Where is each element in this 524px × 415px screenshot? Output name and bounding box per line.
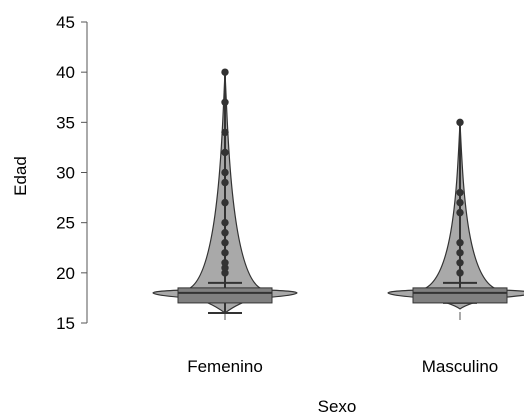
data-point (221, 148, 229, 157)
data-point (221, 229, 229, 237)
y-tick-label: 45 (56, 13, 75, 32)
plot-area (152, 68, 524, 314)
y-tick-label: 35 (56, 113, 75, 132)
data-point (221, 68, 229, 76)
x-axis: Femenino Masculino (187, 312, 498, 376)
data-point (221, 178, 229, 187)
violin-shape (387, 122, 524, 310)
y-axis-title: Edad (11, 156, 30, 196)
y-tick-label: 20 (56, 264, 75, 283)
violin-group (152, 68, 298, 314)
data-point (456, 208, 464, 217)
x-tick-label: Masculino (422, 357, 499, 376)
y-tick-label: 40 (56, 63, 75, 82)
y-axis: 15 20 25 30 35 40 45 (56, 13, 88, 333)
box (412, 287, 508, 304)
data-point (456, 269, 464, 277)
y-tick-label: 15 (56, 314, 75, 333)
data-point (221, 259, 229, 267)
x-tick-label: Femenino (187, 357, 263, 376)
data-point (456, 198, 464, 207)
data-point (221, 249, 229, 257)
y-tick-label: 30 (56, 164, 75, 183)
data-point (221, 128, 229, 137)
violin-group (387, 118, 524, 310)
data-point (221, 198, 229, 207)
data-point (221, 168, 229, 177)
data-point (456, 249, 464, 257)
data-point (221, 98, 229, 106)
box (177, 287, 273, 304)
data-point (456, 259, 464, 267)
y-tick-label: 25 (56, 214, 75, 233)
data-point (456, 239, 464, 247)
x-axis-title: Sexo (318, 397, 357, 415)
data-point (456, 188, 464, 197)
data-point (221, 239, 229, 247)
data-point (456, 118, 464, 127)
data-point (221, 218, 229, 227)
